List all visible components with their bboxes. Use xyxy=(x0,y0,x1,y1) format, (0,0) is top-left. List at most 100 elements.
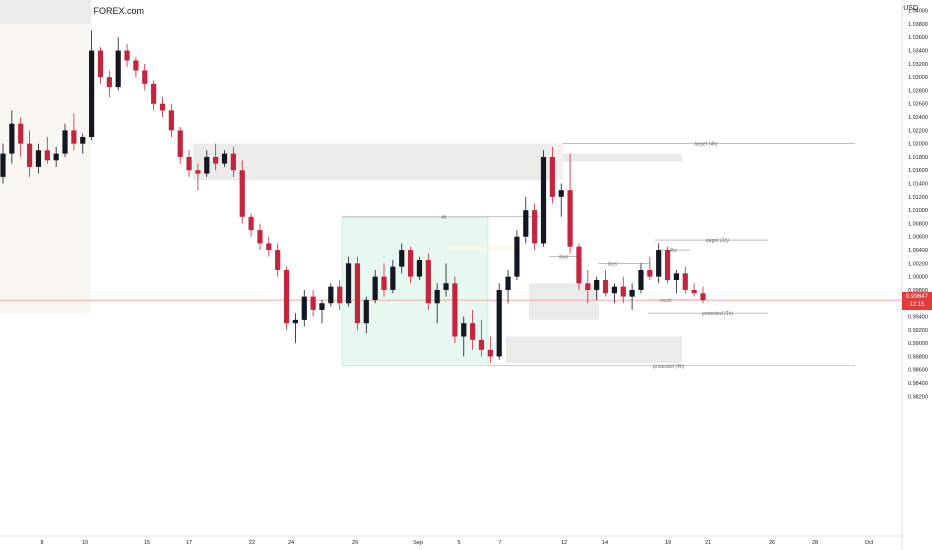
candle xyxy=(691,283,697,297)
candle-body xyxy=(576,246,582,284)
y-tick-label: 1.02800 xyxy=(908,88,928,94)
candle xyxy=(80,133,86,154)
candle xyxy=(337,279,343,310)
candle-body xyxy=(540,156,547,244)
candle xyxy=(26,130,33,177)
candle xyxy=(399,243,405,274)
level-label-2: target (1h) xyxy=(706,238,729,244)
x-tick-label: 26 xyxy=(769,540,775,546)
candle-body xyxy=(496,289,502,357)
candle xyxy=(115,37,121,91)
candle xyxy=(434,283,440,324)
y-tick-label: 1.01400 xyxy=(908,182,928,188)
candle xyxy=(470,309,476,350)
candle-body xyxy=(647,269,653,277)
candle xyxy=(301,289,307,327)
candle-body xyxy=(656,250,662,277)
candle-body xyxy=(248,216,254,231)
y-tick-label: 1.03400 xyxy=(908,49,928,55)
candle-body xyxy=(275,250,281,270)
candle xyxy=(664,246,671,284)
candle-body xyxy=(283,269,290,324)
candle-body xyxy=(416,260,423,277)
candle xyxy=(35,143,42,174)
candle-body xyxy=(381,276,387,290)
y-tick-label: 1.00000 xyxy=(908,275,928,281)
y-tick-label: 1.00200 xyxy=(908,261,928,267)
candle xyxy=(18,117,24,157)
candle xyxy=(514,230,520,280)
candle-body xyxy=(257,230,263,244)
candle xyxy=(275,243,281,277)
candle xyxy=(443,263,449,297)
candle xyxy=(558,183,564,217)
candle xyxy=(381,263,387,297)
candle xyxy=(195,163,201,191)
candle-body xyxy=(44,150,50,161)
last-price: 0.99647 xyxy=(906,294,928,301)
y-tick-label: 1.00400 xyxy=(908,248,928,254)
candle xyxy=(142,63,148,91)
candle xyxy=(682,266,688,294)
candle-body xyxy=(80,136,86,144)
candle-body xyxy=(487,349,493,357)
candle-body xyxy=(18,123,24,144)
candle-body xyxy=(106,77,112,88)
candle-body xyxy=(505,276,511,290)
levels-layer: target (4h) target (1h) protected (1h) prot… xyxy=(0,142,902,370)
x-tick-label: 21 xyxy=(705,540,711,546)
candle xyxy=(407,246,414,284)
candle-body xyxy=(35,150,42,167)
candle-body xyxy=(390,266,396,290)
candle xyxy=(53,146,59,167)
candle xyxy=(151,80,157,111)
candle-body xyxy=(354,263,361,324)
candle xyxy=(390,260,396,294)
y-tick-label: 1.02600 xyxy=(908,102,928,108)
candle xyxy=(248,213,254,237)
y-tick-label: 0.98400 xyxy=(908,381,928,387)
candle xyxy=(62,123,68,157)
candle-body xyxy=(53,153,59,161)
candle-body xyxy=(204,156,210,174)
candle xyxy=(266,236,272,257)
x-tick-label: Oct xyxy=(865,540,874,546)
candle xyxy=(425,253,431,310)
zone-6 xyxy=(506,336,682,364)
x-tick-label: 10 xyxy=(82,540,88,546)
candle xyxy=(71,113,77,151)
y-tick-label: 1.01000 xyxy=(908,208,928,214)
y-tick-label: 1.02200 xyxy=(908,128,928,134)
x-tick-label: 5 xyxy=(457,540,460,546)
candle-body xyxy=(470,323,476,340)
candle-body xyxy=(345,263,352,304)
y-tick-label: 1.03800 xyxy=(908,22,928,28)
candle xyxy=(328,283,334,307)
level-label-9: weak xyxy=(660,298,672,304)
y-tick-label: 1.01600 xyxy=(908,168,928,174)
candle-body xyxy=(682,273,688,290)
level-label-4: protected (4h) xyxy=(652,364,684,370)
candle xyxy=(620,276,626,304)
candle-body xyxy=(585,283,591,290)
candle xyxy=(283,266,290,330)
candle-body xyxy=(177,130,183,157)
x-tick-label: 15 xyxy=(144,540,150,546)
candle xyxy=(372,269,378,304)
candle-body xyxy=(363,299,369,324)
x-tick-label: 8 xyxy=(40,540,43,546)
candle-body xyxy=(407,250,414,277)
y-tick-label: 0.98800 xyxy=(908,354,928,360)
currency-label: USD xyxy=(903,5,918,12)
candle-body xyxy=(399,250,405,267)
candle xyxy=(567,153,573,254)
candle-body xyxy=(602,279,609,294)
candle xyxy=(257,223,263,251)
candle-body xyxy=(620,286,626,297)
candle-body xyxy=(0,153,6,177)
level-label-1: target (4h) xyxy=(694,142,717,148)
candle xyxy=(505,269,511,304)
price-axis: 1.04000 1.03800 1.03600 1.03400 1.03200 1.030… xyxy=(908,9,928,401)
zone-4 xyxy=(563,153,682,162)
